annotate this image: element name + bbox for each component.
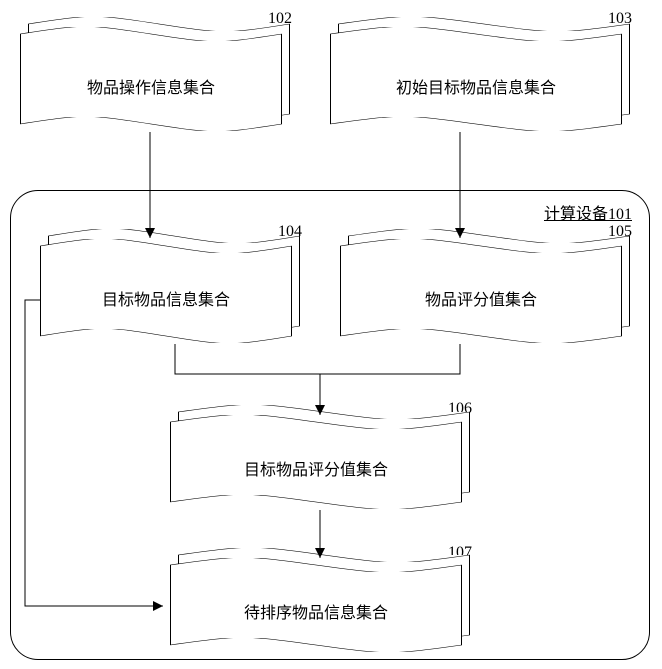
node-102-label: 物品操作信息集合 [21,74,281,98]
node-106: 目标物品评分值集合 [170,422,470,502]
node-107-front: 待排序物品信息集合 [170,565,462,645]
node-104-label: 目标物品信息集合 [41,286,291,310]
node-106-front: 目标物品评分值集合 [170,422,462,502]
node-105-front: 物品评分值集合 [340,246,622,336]
node-105-label: 物品评分值集合 [341,286,621,310]
node-103-label: 初始目标物品信息集合 [331,74,621,98]
node-102: 物品操作信息集合 [20,34,290,124]
node-104-front: 目标物品信息集合 [40,246,292,336]
node-102-front: 物品操作信息集合 [20,34,282,124]
node-103: 初始目标物品信息集合 [330,34,630,124]
node-105: 物品评分值集合 [340,246,630,336]
device-label: 计算设备101 [544,200,632,224]
node-107-label: 待排序物品信息集合 [171,599,461,623]
node-104: 目标物品信息集合 [40,246,300,336]
node-103-front: 初始目标物品信息集合 [330,34,622,124]
node-106-label: 目标物品评分值集合 [171,456,461,480]
node-107: 待排序物品信息集合 [170,565,470,645]
